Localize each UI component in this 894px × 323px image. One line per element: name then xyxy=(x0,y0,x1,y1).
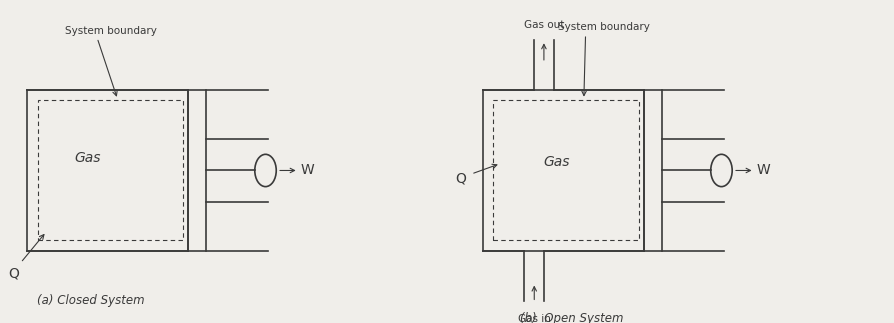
Text: Gas in: Gas in xyxy=(518,314,551,323)
Text: System boundary: System boundary xyxy=(64,26,156,36)
Text: (b)  Open System: (b) Open System xyxy=(519,312,623,323)
Text: System boundary: System boundary xyxy=(558,22,649,32)
Text: Q: Q xyxy=(455,172,466,185)
Ellipse shape xyxy=(711,154,732,187)
Ellipse shape xyxy=(255,154,276,187)
Text: Q: Q xyxy=(8,267,19,281)
Text: (a) Closed System: (a) Closed System xyxy=(38,294,145,307)
Text: Gas: Gas xyxy=(544,155,570,169)
Text: Gas: Gas xyxy=(75,151,101,164)
Text: Gas out: Gas out xyxy=(524,20,564,30)
Text: W: W xyxy=(756,163,770,177)
Text: W: W xyxy=(300,163,314,177)
